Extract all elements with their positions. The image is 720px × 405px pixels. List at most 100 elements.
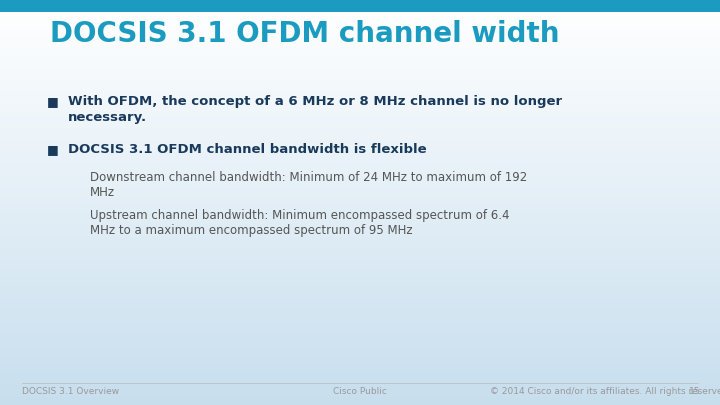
Text: DOCSIS 3.1 OFDM channel width: DOCSIS 3.1 OFDM channel width [50,20,559,48]
Bar [0,160,720,162]
Bar [0,87,720,89]
Bar [0,10,720,12]
Bar [0,213,720,215]
Text: necessary.: necessary. [68,111,147,124]
Bar [0,128,720,130]
Bar [0,26,720,28]
Bar [0,158,720,160]
Text: Upstream channel bandwidth: Minimum encompassed spectrum of 6.4: Upstream channel bandwidth: Minimum enco… [90,209,510,222]
Bar [0,326,720,328]
Text: 15: 15 [688,387,700,396]
Bar [0,122,720,124]
Bar [0,30,720,32]
Bar [0,371,720,373]
Bar [0,130,720,132]
Bar [0,338,720,340]
Bar [0,152,720,154]
Bar [0,286,720,288]
Bar [0,219,720,221]
Bar [0,20,720,22]
Bar [0,85,720,87]
Bar [0,298,720,300]
Text: DOCSIS 3.1 OFDM channel bandwidth is flexible: DOCSIS 3.1 OFDM channel bandwidth is fle… [68,143,427,156]
Bar [0,393,720,395]
Bar [0,215,720,217]
Bar [0,22,720,24]
Bar [0,178,720,180]
Bar [0,389,720,391]
Bar [0,83,720,85]
Bar [0,192,720,194]
Bar [0,399,720,401]
Bar [0,170,720,172]
Bar [0,259,720,261]
Bar [0,395,720,397]
Bar [0,32,720,34]
Bar [0,269,720,271]
Bar [0,34,720,36]
Bar [0,188,720,190]
Bar [0,198,720,200]
Bar [0,105,720,107]
Bar [0,221,720,223]
Bar [0,99,720,101]
Bar [0,316,720,318]
Text: MHz: MHz [90,186,115,199]
Bar [0,375,720,377]
Bar [0,79,720,81]
Bar [0,109,720,111]
Bar [0,401,720,403]
Bar [0,243,720,245]
Bar [0,227,720,229]
Bar [0,387,720,389]
Bar [0,136,720,138]
Bar [0,53,720,55]
Bar [0,340,720,342]
Bar [0,202,720,205]
Bar [0,336,720,338]
Bar [0,14,720,16]
Bar [0,320,720,322]
Bar [0,146,720,148]
Text: ■: ■ [47,95,59,108]
Bar [0,253,720,255]
Bar [0,292,720,294]
Bar [0,194,720,196]
Bar [0,150,720,152]
Bar [0,312,720,314]
Bar [0,296,720,298]
Text: Cisco Public: Cisco Public [333,387,387,396]
Bar [0,205,720,207]
Bar [0,391,720,393]
Bar [0,225,720,227]
Bar [0,43,720,45]
Bar [0,117,720,119]
Bar [0,318,720,320]
Bar [0,251,720,253]
Text: MHz to a maximum encompassed spectrum of 95 MHz: MHz to a maximum encompassed spectrum of… [90,224,413,237]
Bar [0,350,720,352]
Bar [0,65,720,67]
Bar [0,324,720,326]
Bar [0,71,720,73]
Bar [0,277,720,279]
Bar [0,81,720,83]
Bar [0,235,720,237]
Bar [0,148,720,150]
Text: ■: ■ [47,143,59,156]
Text: With OFDM, the concept of a 6 MHz or 8 MHz channel is no longer: With OFDM, the concept of a 6 MHz or 8 M… [68,95,562,108]
Bar [0,73,720,75]
Bar [0,207,720,209]
Bar [0,239,720,241]
Bar [0,49,720,51]
Bar [0,93,720,95]
Bar [0,36,720,38]
Bar [0,69,720,71]
Bar [0,360,720,362]
Bar [0,247,720,249]
Bar [0,12,720,14]
Bar [0,162,720,164]
Bar [0,111,720,113]
Bar [0,154,720,156]
Bar [0,290,720,292]
